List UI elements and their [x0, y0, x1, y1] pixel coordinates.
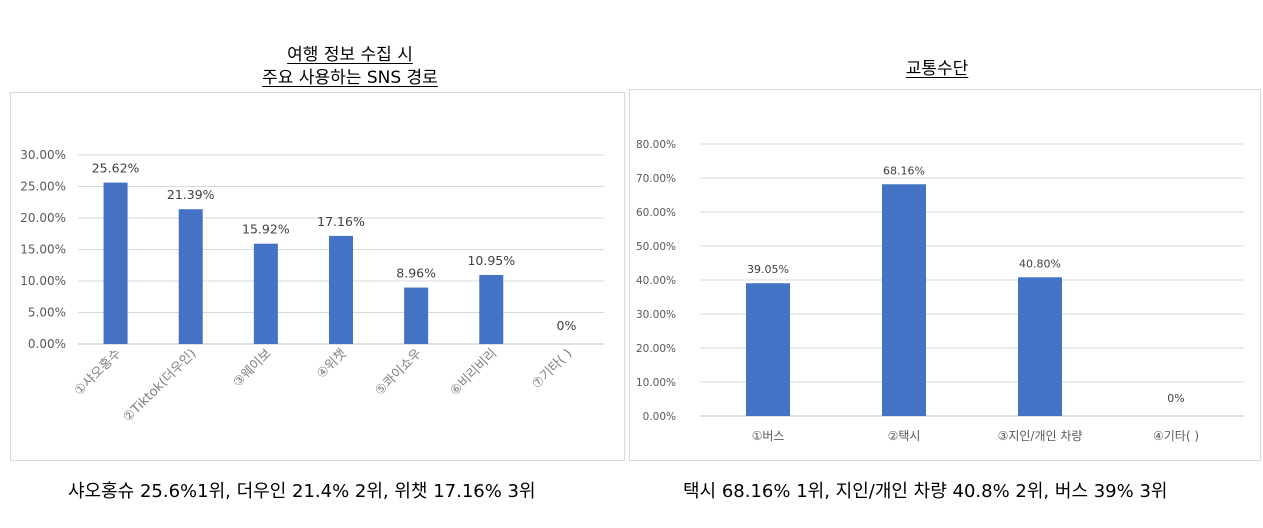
- right-data-label: 40.80%: [1019, 257, 1061, 270]
- left-category-label: ⑦기타( ): [529, 346, 575, 392]
- right-data-label: 68.16%: [883, 164, 925, 177]
- left-category-label: ②Tiktok(더우인): [120, 346, 199, 425]
- left-data-label: 15.92%: [242, 222, 290, 237]
- left-category-label: ③웨이보: [230, 346, 274, 390]
- left-y-tick-label: 30.00%: [20, 148, 66, 162]
- left-y-tick-label: 0.00%: [28, 337, 66, 351]
- right-y-tick-label: 80.00%: [636, 139, 676, 151]
- chart-right-title-line-1: 교통수단: [905, 59, 969, 79]
- left-category-label: ⑥비리비리: [447, 346, 500, 399]
- left-data-label: 0%: [557, 318, 577, 333]
- left-bar: [329, 235, 353, 344]
- right-bar: [746, 283, 790, 416]
- right-bar: [882, 184, 926, 416]
- left-data-label: 8.96%: [396, 266, 436, 281]
- left-data-label: 17.16%: [317, 214, 365, 229]
- left-y-tick-label: 15.00%: [20, 243, 66, 257]
- right-y-tick-label: 50.00%: [636, 241, 676, 253]
- right-y-tick-label: 70.00%: [636, 173, 676, 185]
- chart-left-caption: 샤오홍슈 25.6%1위, 더우인 21.4% 2위, 위챗 17.16% 3위: [68, 481, 536, 502]
- left-y-tick-label: 5.00%: [28, 306, 66, 320]
- chart-right-title: 교통수단: [837, 58, 1037, 81]
- right-y-tick-label: 30.00%: [636, 309, 676, 321]
- chart-right-caption: 택시 68.16% 1위, 지인/개인 차량 40.8% 2위, 버스 39% …: [683, 481, 1168, 502]
- left-bar: [404, 287, 429, 344]
- right-category-label: ④기타( ): [1153, 429, 1199, 443]
- right-y-tick-label: 10.00%: [636, 377, 676, 389]
- right-category-label: ③지인/개인 차량: [998, 429, 1083, 443]
- left-category-label: ①샤오홍수: [72, 346, 125, 399]
- right-y-tick-label: 20.00%: [636, 343, 676, 355]
- right-y-tick-label: 0.00%: [643, 411, 676, 423]
- chart-left-title: 여행 정보 수집 시 주요 사용하는 SNS 경로: [150, 44, 550, 90]
- left-data-label: 10.95%: [467, 253, 515, 268]
- left-y-tick-label: 25.00%: [20, 180, 66, 194]
- right-category-label: ②택시: [888, 429, 921, 443]
- left-category-label: ⑤콰이쇼우: [372, 346, 425, 399]
- left-bar: [253, 243, 278, 344]
- left-bar: [178, 209, 203, 344]
- right-data-label: 0%: [1167, 392, 1184, 405]
- right-bar: [1018, 277, 1062, 416]
- left-y-tick-label: 10.00%: [20, 274, 66, 288]
- right-y-tick-label: 40.00%: [636, 275, 676, 287]
- chart-left-title-line-1: 여행 정보 수집 시: [287, 45, 413, 65]
- right-category-label: ①버스: [752, 429, 785, 443]
- left-data-label: 21.39%: [167, 187, 215, 202]
- chart-right-frame: [629, 89, 1261, 461]
- left-data-label: 25.62%: [92, 161, 140, 176]
- chart-left-title-line-2: 주요 사용하는 SNS 경로: [262, 68, 438, 88]
- right-data-label: 39.05%: [747, 263, 789, 276]
- left-category-label: ④위챗: [314, 346, 350, 382]
- right-y-tick-label: 60.00%: [636, 207, 676, 219]
- left-bar: [103, 182, 128, 344]
- left-y-tick-label: 20.00%: [20, 211, 66, 225]
- left-bar: [479, 275, 504, 344]
